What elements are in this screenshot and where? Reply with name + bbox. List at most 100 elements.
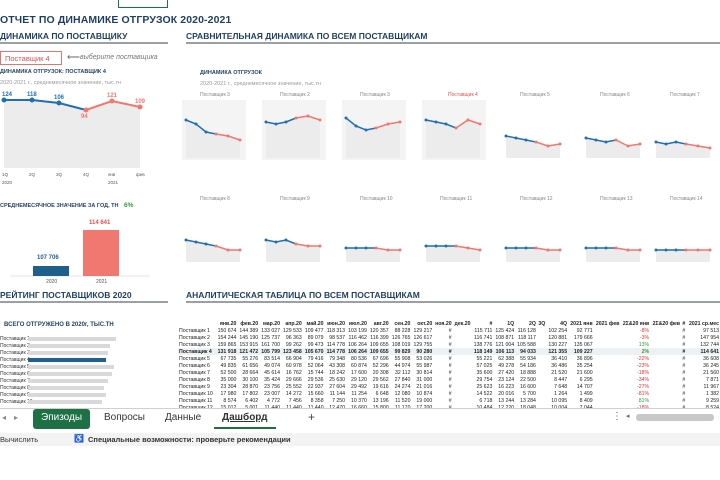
table-cell: 10 484 xyxy=(472,404,494,411)
small-chart-11: Поставщик 11 xyxy=(424,196,482,262)
table-cell: 129 533 xyxy=(283,327,302,334)
table-cell: 35 000 xyxy=(220,376,237,383)
table-cell: 18 888 xyxy=(520,369,536,376)
table-cell: 92 771 xyxy=(576,327,593,334)
table-cell: 20 308 xyxy=(372,369,389,376)
table-cell: # xyxy=(448,390,452,397)
table-cell: # xyxy=(682,383,686,390)
rating-bar xyxy=(28,344,110,348)
calculate-button[interactable]: Вычислить xyxy=(0,435,39,444)
table-cell: Поставщик 3 xyxy=(179,341,210,348)
small-chart-label: Поставщик 11 xyxy=(440,196,472,202)
rating-label: Поставщик 5 xyxy=(0,364,30,370)
table-cell: 28 870 xyxy=(242,383,259,390)
table-cell: 116 399 xyxy=(370,334,389,341)
rating-bar xyxy=(28,365,114,369)
table-cell: 154 244 xyxy=(217,334,237,341)
x-label-2: 2Q xyxy=(29,172,36,177)
table-header-cell: 2021 фев xyxy=(595,320,620,327)
table-header-cell: # xyxy=(489,320,493,327)
table-cell: 121 472 xyxy=(237,348,260,355)
table-cell: 36 896 xyxy=(576,355,593,362)
table-header-cell: мар.20 xyxy=(262,320,280,327)
table-cell: 8 409 xyxy=(579,397,593,404)
table-cell: 12 470 xyxy=(325,404,346,411)
table-cell: 89 079 xyxy=(307,334,324,341)
tab-data[interactable]: Данные xyxy=(165,412,202,423)
table-cell: 108 019 xyxy=(391,341,411,348)
table-cell xyxy=(650,362,681,369)
table-cell xyxy=(537,334,546,341)
table-cell: 109 227 xyxy=(568,348,594,355)
small-chart-4: Поставщик 4 xyxy=(422,92,486,160)
rating-label: Поставщик 2 xyxy=(0,343,30,349)
table-row: Поставщик 11 8 574 6 402 4 772 7 456 8 358 7 2… xyxy=(178,397,720,404)
table-cell: 15 744 xyxy=(307,369,324,376)
table-cell xyxy=(537,327,546,334)
accessibility-status[interactable]: Специальные возможности: проверьте реком… xyxy=(88,435,291,444)
table-cell: 120 881 xyxy=(548,334,568,341)
small-chart-13: Поставщик 13 xyxy=(584,196,642,262)
table-cell: 16 600 xyxy=(520,383,536,390)
small-chart-9: Поставщик 9 xyxy=(264,196,322,262)
table-cell xyxy=(453,390,472,397)
table-cell: 25 552 xyxy=(285,383,302,390)
table-cell: 23 124 xyxy=(498,376,515,383)
table-cell xyxy=(650,334,681,341)
table-cell xyxy=(537,383,546,390)
table-header-cell: сен.20 xyxy=(394,320,411,327)
table-cell: 67 735 xyxy=(220,355,237,362)
table-cell: 22 937 xyxy=(307,383,324,390)
table-cell: 16 223 xyxy=(498,383,515,390)
hscroll-left[interactable]: ◂ xyxy=(626,413,630,420)
table-cell: 32 112 xyxy=(394,369,411,376)
table-cell xyxy=(537,369,546,376)
table-cell: 17 200 xyxy=(411,404,433,411)
table-header-cell: 2Σ&20 янв xyxy=(622,320,650,327)
table-header-cell: 2021 ср.мес xyxy=(688,320,719,327)
table-cell: 1 264 xyxy=(554,390,568,397)
table-body: Поставщик 1 150 674 144 389 133 027 129 533 1… xyxy=(178,327,720,411)
table-cell xyxy=(650,397,681,404)
table-cell: 115 711 xyxy=(474,327,493,334)
supplier-selector[interactable]: Поставщик 4 xyxy=(0,51,62,65)
sheet-tab-bar xyxy=(0,408,720,434)
rating-bar xyxy=(28,400,102,404)
table-cell xyxy=(453,355,472,362)
tab-episodes[interactable]: Эпизоды xyxy=(33,409,91,429)
tab-scroll-prev[interactable]: ◂ xyxy=(2,413,7,422)
table-row: Поставщик 7 52 500 28 664 45 614 16 762 15 74… xyxy=(178,369,720,376)
add-sheet-button[interactable]: + xyxy=(308,410,316,424)
table-cell xyxy=(594,397,621,404)
tab-questions[interactable]: Вопросы xyxy=(104,412,145,423)
name-box-fragment[interactable] xyxy=(118,0,168,8)
table-cell: 144 389 xyxy=(239,327,259,334)
small-chart-14: Поставщик 14 xyxy=(654,196,712,262)
table-cell: 125 737 xyxy=(261,334,280,341)
table-cell: 103 199 xyxy=(348,327,367,334)
table-cell: 6 648 xyxy=(375,390,389,397)
table-cell: 126 765 xyxy=(391,334,411,341)
table-cell: 179 666 xyxy=(573,334,593,341)
tab-dashboard[interactable]: Дашборд xyxy=(214,409,276,429)
table-cell: 67 696 xyxy=(372,355,389,362)
small-chart-10: Поставщик 10 xyxy=(344,196,402,262)
table-cell: 52 296 xyxy=(372,362,389,369)
table-cell xyxy=(537,362,546,369)
horizontal-scrollbar[interactable] xyxy=(636,414,714,421)
table-cell: # xyxy=(682,327,686,334)
table-cell xyxy=(452,348,472,355)
small-charts-title: ДИНАМИКА ОТГРУЗОК xyxy=(200,70,262,76)
table-cell xyxy=(453,397,472,404)
tab-splitter[interactable]: ⋮ xyxy=(612,411,622,422)
arrow-left-icon: ⟵ xyxy=(67,52,80,62)
table-header-cell: янв.20 xyxy=(219,320,237,327)
table-cell: -22% xyxy=(637,355,650,362)
table-cell: 52 500 xyxy=(220,369,237,376)
tab-scroll-next[interactable]: ▸ xyxy=(14,413,19,422)
table-cell: 6 718 xyxy=(479,397,493,404)
table-cell: # xyxy=(448,383,452,390)
table-header-cell: # xyxy=(682,320,686,327)
table-cell: 13 284 xyxy=(520,397,536,404)
x-label-3: 3Q xyxy=(56,172,63,177)
